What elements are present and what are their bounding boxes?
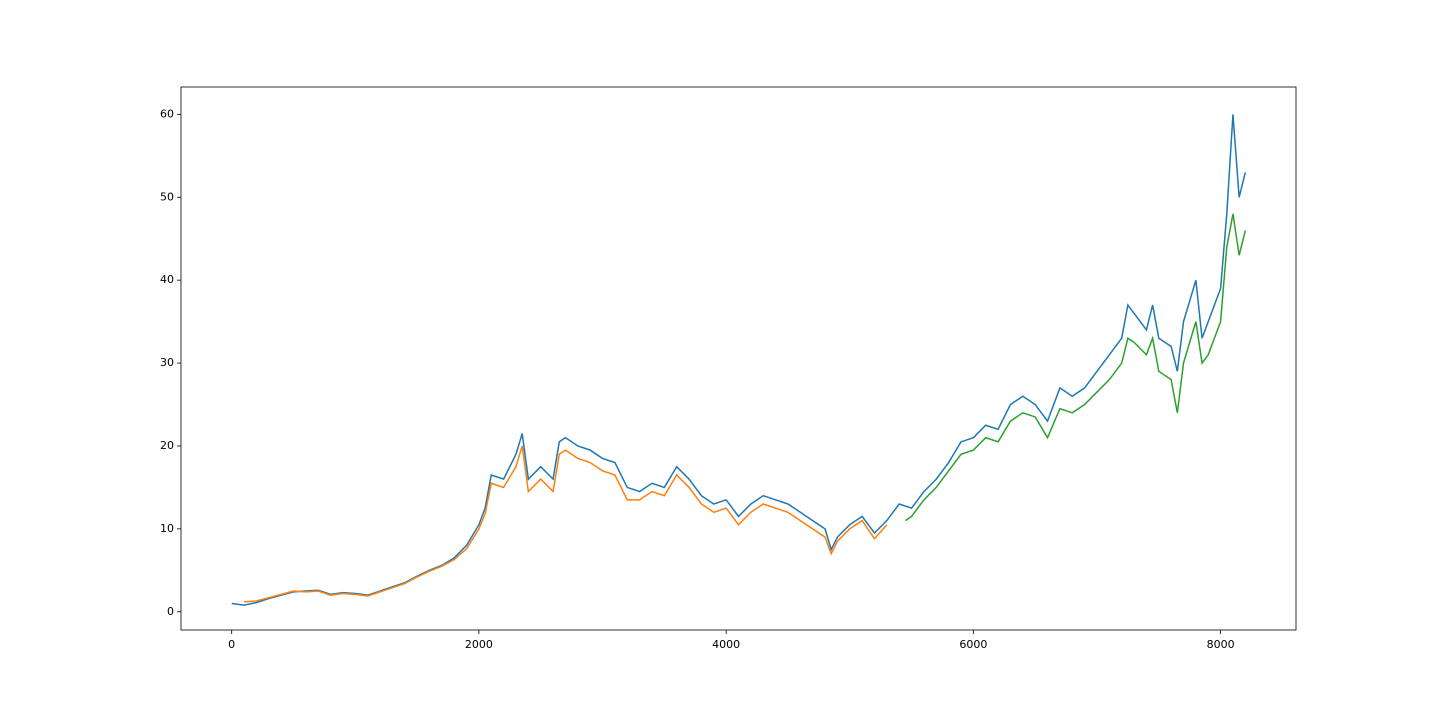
series-line (904, 213, 1247, 522)
x-tick-label: 6000 (959, 638, 987, 651)
x-tick-label: 2000 (465, 638, 493, 651)
plot-frame (180, 86, 1297, 631)
series-line (231, 114, 1247, 606)
series-line (243, 445, 888, 603)
y-tick-label: 50 (160, 190, 174, 203)
x-tick-label: 0 (228, 638, 235, 651)
y-tick-label: 10 (160, 522, 174, 535)
y-tick-label: 0 (167, 605, 174, 618)
y-tick-label: 40 (160, 273, 174, 286)
y-tick-label: 60 (160, 107, 174, 120)
x-tick-label: 4000 (712, 638, 740, 651)
y-tick-label: 30 (160, 356, 174, 369)
y-tick-label: 20 (160, 439, 174, 452)
x-tick-label: 8000 (1207, 638, 1235, 651)
